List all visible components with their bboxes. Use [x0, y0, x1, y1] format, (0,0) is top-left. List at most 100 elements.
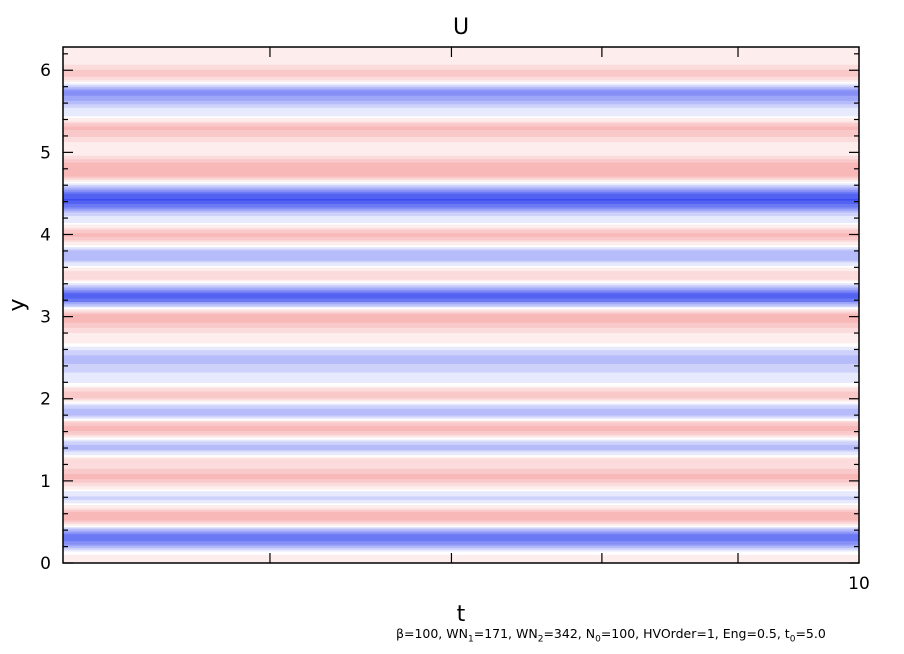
contour-band [63, 47, 859, 65]
contour-band [63, 390, 859, 399]
parameter-footnote: β=100, WN1=171, WN2=342, N0=100, HVOrder… [396, 626, 826, 645]
contour-band [63, 371, 859, 383]
param-wn2-sub: 2 [537, 634, 544, 645]
contour-band [63, 240, 859, 246]
y-tick-label: 4 [40, 225, 51, 245]
contour-band [63, 495, 859, 500]
contour-band [63, 84, 859, 88]
contour-band [63, 454, 859, 457]
contour-band [63, 209, 859, 213]
contour-band [63, 533, 859, 542]
contour-band [63, 247, 859, 251]
contour-band [63, 203, 859, 208]
contour-band [63, 232, 859, 237]
contour-band [63, 282, 859, 285]
y-tick-label: 1 [40, 472, 51, 492]
contour-band [63, 424, 859, 432]
contour-band [63, 522, 859, 526]
contour-band [63, 79, 859, 82]
contour-band [63, 402, 859, 406]
contour-band [63, 302, 859, 306]
contour-band [63, 235, 859, 241]
contour-band [63, 524, 859, 528]
contour-band [63, 266, 859, 272]
contour-band [63, 211, 859, 217]
contour-band [63, 215, 859, 223]
contour-band [63, 528, 859, 531]
y-axis-label: y [5, 298, 30, 311]
y-tick-label: 0 [40, 554, 51, 574]
contour-band [63, 199, 859, 205]
param-wn1-value: =171, [473, 626, 516, 641]
contour-band [63, 345, 859, 351]
contour-band [63, 259, 859, 263]
contour-band [63, 510, 859, 521]
contour-band [63, 342, 859, 347]
contour-band [63, 473, 859, 480]
y-tick-label: 5 [40, 143, 51, 163]
contour-band [63, 206, 859, 210]
contour-band [63, 407, 859, 416]
contour-band [63, 154, 859, 160]
contour-band [63, 125, 859, 131]
contour-band [63, 440, 859, 445]
param-t0-sub: 0 [789, 634, 796, 645]
contour-band [63, 457, 859, 469]
param-beta: β=100, [396, 626, 447, 641]
contour-band [63, 485, 859, 490]
contour-band [63, 498, 859, 504]
contour-band [63, 244, 859, 248]
contour-band [63, 381, 859, 387]
contour-band [63, 86, 859, 89]
contour-band [63, 421, 859, 426]
contour-band [63, 221, 859, 225]
contour-band [63, 326, 859, 334]
contour-band [63, 115, 859, 119]
contour-band [63, 103, 859, 108]
contour-band [63, 180, 859, 184]
contour-band [63, 63, 859, 70]
contour-band [63, 89, 859, 96]
heatmap-field [63, 47, 859, 563]
contour-band [63, 306, 859, 309]
contour-band [63, 261, 859, 266]
contour-band [63, 448, 859, 452]
contour-band [63, 548, 859, 552]
contour-band [63, 175, 859, 179]
contour-band [63, 400, 859, 404]
param-n0: N [585, 626, 596, 641]
contour-band [63, 283, 859, 287]
contour-band [63, 321, 859, 328]
contour-band [63, 481, 859, 487]
contour-band [63, 307, 859, 311]
contour-band [63, 507, 859, 511]
contour-band [63, 387, 859, 392]
contour-band [63, 433, 859, 437]
contour-band [63, 311, 859, 315]
contour-band [63, 187, 859, 191]
x-axis-label: t [457, 602, 466, 627]
contour-band [63, 547, 859, 550]
contour-band [63, 280, 859, 284]
contour-band [63, 87, 859, 91]
contour-band [63, 502, 859, 506]
param-wn1: WN [446, 626, 468, 641]
contour-band [63, 430, 859, 435]
contour-band [63, 313, 859, 323]
contour-band [63, 82, 859, 86]
contour-band [63, 278, 859, 282]
param-t0: t [784, 626, 790, 641]
contour-band [63, 509, 859, 512]
contour-band [63, 270, 859, 280]
contour-band [63, 141, 859, 156]
contour-band [63, 553, 859, 563]
contour-band [63, 455, 859, 459]
contour-band [63, 120, 859, 124]
param-wn2: WN [516, 626, 538, 641]
contour-band [63, 443, 859, 450]
contour-band [63, 304, 859, 308]
contour-band [63, 239, 859, 242]
contour-band [63, 332, 859, 344]
contour-band [63, 478, 859, 483]
